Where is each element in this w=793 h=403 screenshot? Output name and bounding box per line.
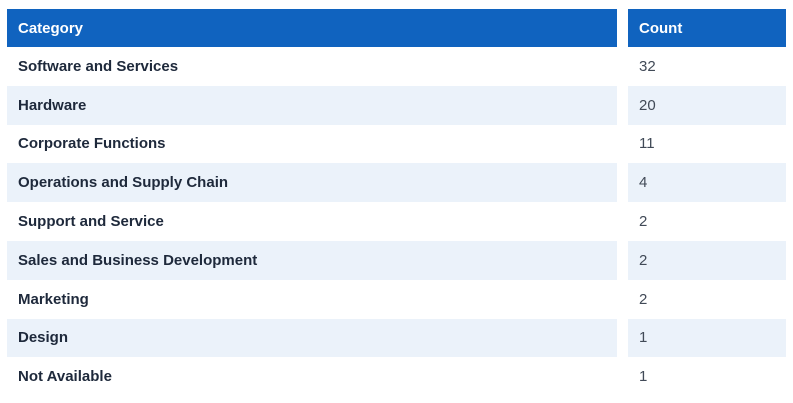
count-cell: 20 bbox=[628, 85, 786, 125]
category-cell: Marketing bbox=[7, 279, 617, 319]
category-cell: Hardware bbox=[7, 85, 617, 125]
table-row: Support and Service 2 bbox=[7, 202, 786, 241]
category-cell: Software and Services bbox=[7, 47, 617, 86]
table-row: Not Available 1 bbox=[7, 357, 786, 397]
category-cell: Corporate Functions bbox=[7, 124, 617, 164]
category-cell: Operations and Supply Chain bbox=[7, 163, 617, 203]
category-cell: Support and Service bbox=[7, 202, 617, 241]
count-cell: 2 bbox=[628, 202, 786, 241]
category-count-table: Category Count Software and Services 32 … bbox=[7, 9, 786, 397]
column-header-count: Count bbox=[628, 9, 786, 47]
table-header-row: Category Count bbox=[7, 9, 786, 47]
table-row: Operations and Supply Chain 4 bbox=[7, 163, 786, 203]
count-cell: 2 bbox=[628, 279, 786, 319]
count-cell: 4 bbox=[628, 163, 786, 203]
table-row: Design 1 bbox=[7, 318, 786, 358]
count-cell: 11 bbox=[628, 124, 786, 164]
table-row: Hardware 20 bbox=[7, 85, 786, 125]
category-cell: Not Available bbox=[7, 357, 617, 397]
table-row: Corporate Functions 11 bbox=[7, 124, 786, 164]
count-cell: 32 bbox=[628, 47, 786, 86]
category-cell: Design bbox=[7, 318, 617, 358]
count-cell: 2 bbox=[628, 240, 786, 280]
table-body: Software and Services 32 Hardware 20 Cor… bbox=[7, 47, 786, 397]
category-cell: Sales and Business Development bbox=[7, 240, 617, 280]
table-row: Marketing 2 bbox=[7, 279, 786, 319]
table-row: Sales and Business Development 2 bbox=[7, 240, 786, 280]
column-header-category: Category bbox=[7, 9, 617, 47]
table-row: Software and Services 32 bbox=[7, 47, 786, 86]
count-cell: 1 bbox=[628, 357, 786, 397]
count-cell: 1 bbox=[628, 318, 786, 358]
